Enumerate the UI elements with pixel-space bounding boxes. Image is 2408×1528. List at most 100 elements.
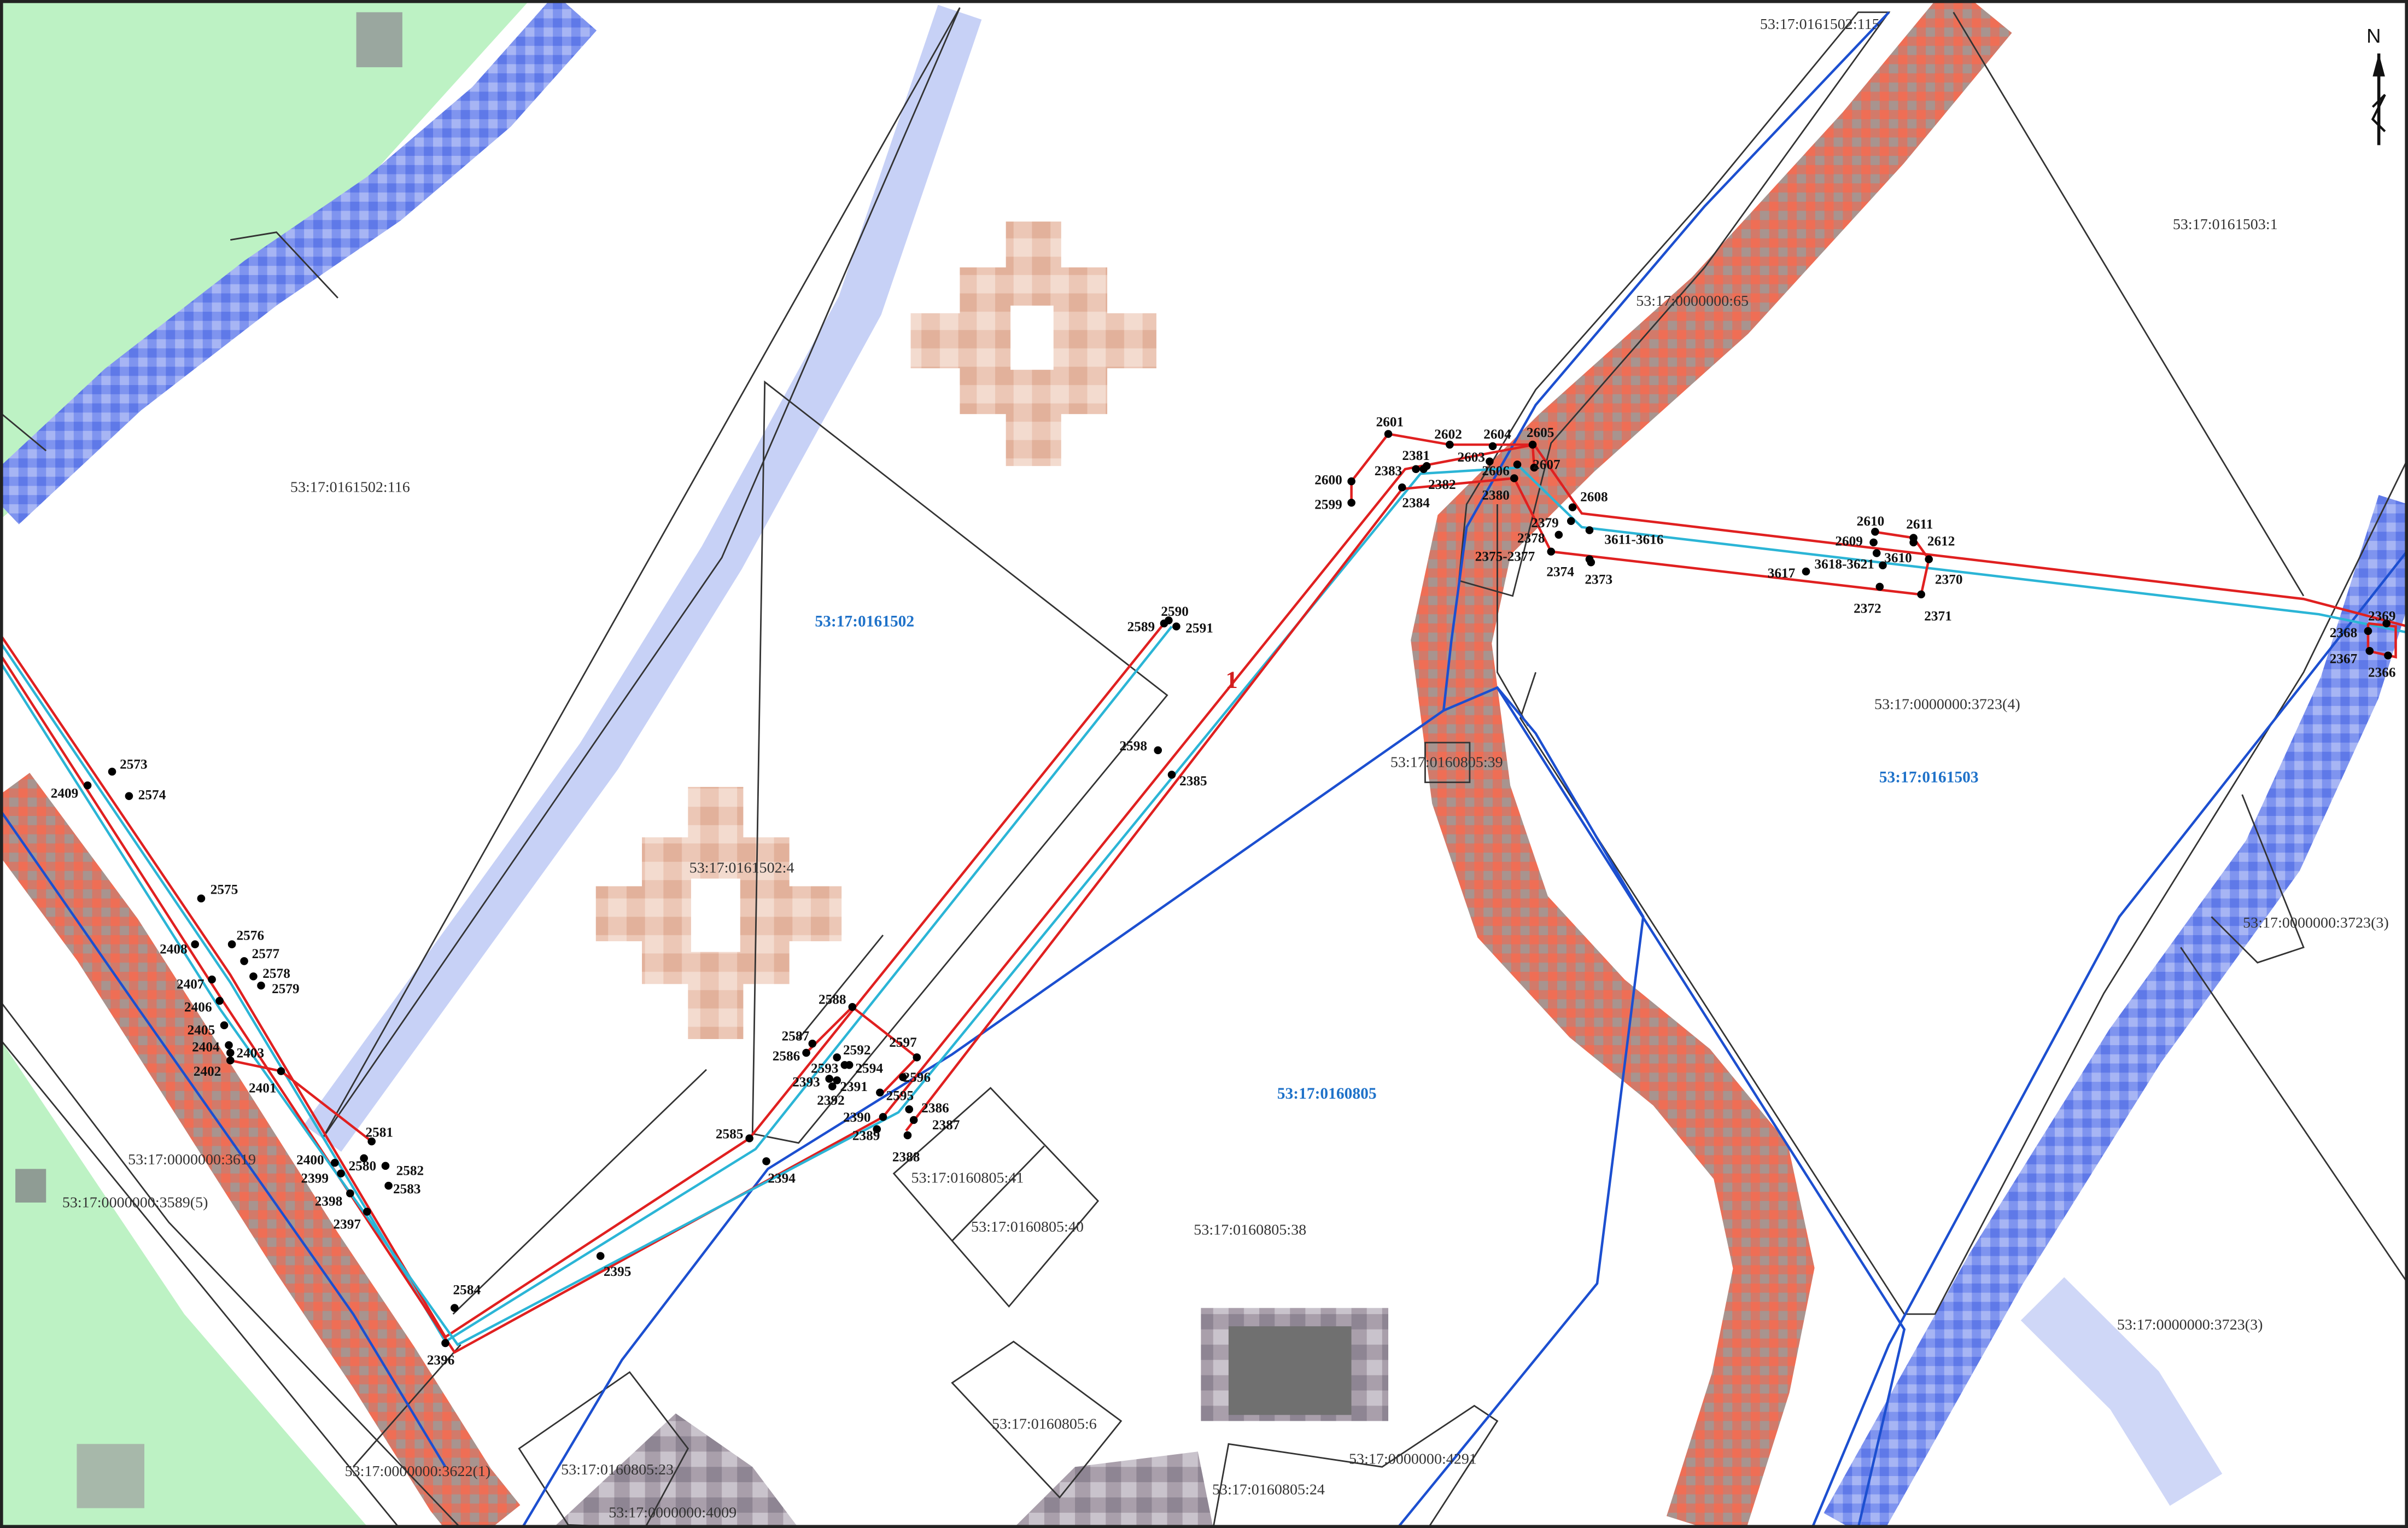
boundary-point-marker[interactable]: [346, 1189, 354, 1198]
boundary-point-marker[interactable]: [903, 1131, 912, 1140]
boundary-point-marker[interactable]: [1167, 771, 1176, 779]
boundary-point-marker[interactable]: [825, 1075, 833, 1083]
parcel-label[interactable]: 53:17:0161503:1: [2173, 216, 2278, 233]
boundary-point-marker[interactable]: [833, 1076, 841, 1084]
boundary-point-marker[interactable]: [215, 996, 224, 1005]
boundary-point-marker[interactable]: [367, 1137, 376, 1146]
quarter-label[interactable]: 53:17:0161502: [815, 613, 914, 631]
north-arrow[interactable]: N: [2366, 25, 2386, 145]
boundary-point-marker[interactable]: [125, 792, 133, 800]
parcel-label[interactable]: 53:17:0000000:3723(4): [1874, 696, 2020, 713]
boundary-point-marker[interactable]: [808, 1040, 817, 1048]
boundary-point-marker[interactable]: [1154, 746, 1162, 755]
boundary-point-marker[interactable]: [277, 1067, 285, 1075]
boundary-point-marker[interactable]: [833, 1053, 841, 1062]
boundary-point-marker[interactable]: [1446, 440, 1454, 449]
boundary-point-marker[interactable]: [1568, 503, 1577, 511]
boundary-point-marker[interactable]: [1488, 442, 1497, 451]
boundary-point-marker[interactable]: [909, 1116, 918, 1124]
boundary-point-marker[interactable]: [899, 1073, 907, 1082]
boundary-point-marker[interactable]: [1554, 530, 1563, 539]
boundary-point-marker[interactable]: [220, 1021, 229, 1030]
boundary-point-marker[interactable]: [1528, 440, 1537, 449]
parcel-label[interactable]: 53:17:0160805:41: [911, 1170, 1024, 1187]
boundary-point-marker[interactable]: [1869, 538, 1878, 547]
boundary-point-marker[interactable]: [226, 1056, 235, 1065]
boundary-point-marker[interactable]: [2382, 619, 2391, 628]
parcel-label[interactable]: 53:17:0161502:115: [1760, 16, 1880, 33]
boundary-point-marker[interactable]: [1879, 561, 1887, 570]
boundary-point-marker[interactable]: [845, 1061, 854, 1069]
boundary-point-marker[interactable]: [762, 1157, 770, 1165]
boundary-point-marker[interactable]: [1585, 526, 1594, 534]
boundary-point-marker[interactable]: [227, 940, 236, 948]
boundary-point-marker[interactable]: [1547, 547, 1556, 556]
boundary-point-marker[interactable]: [876, 1088, 884, 1097]
boundary-point-marker[interactable]: [197, 894, 206, 903]
boundary-point-marker[interactable]: [905, 1105, 914, 1113]
boundary-point-marker[interactable]: [2384, 651, 2392, 660]
boundary-point-marker[interactable]: [240, 957, 248, 965]
parcel-label[interactable]: 53:17:0000000:3619: [128, 1151, 256, 1168]
boundary-point-marker[interactable]: [1347, 477, 1355, 486]
parcel-label[interactable]: 53:17:0160805:23: [561, 1461, 674, 1478]
boundary-point-marker[interactable]: [441, 1339, 449, 1348]
boundary-point-marker[interactable]: [1871, 528, 1879, 536]
boundary-point-marker[interactable]: [1384, 430, 1393, 438]
parcel-label[interactable]: 53:17:0000000:3723(3): [2117, 1316, 2263, 1333]
boundary-point-marker[interactable]: [1875, 582, 1884, 591]
boundary-point-marker[interactable]: [108, 767, 116, 776]
parcel-label[interactable]: 53:17:0161502:116: [290, 479, 410, 496]
boundary-point-marker[interactable]: [2365, 646, 2374, 655]
boundary-point-marker[interactable]: [879, 1113, 887, 1121]
boundary-point-marker[interactable]: [226, 1048, 235, 1057]
boundary-point-marker[interactable]: [802, 1048, 810, 1057]
quarter-label[interactable]: 53:17:0160805: [1277, 1085, 1377, 1103]
boundary-point-marker[interactable]: [360, 1154, 368, 1163]
boundary-point-marker[interactable]: [873, 1125, 881, 1134]
parcel-label[interactable]: 53:17:0000000:4009: [609, 1504, 737, 1521]
boundary-point-marker[interactable]: [828, 1082, 837, 1090]
boundary-point-marker[interactable]: [1587, 558, 1595, 567]
boundary-point-marker[interactable]: [1486, 457, 1494, 466]
parcel-label[interactable]: 53:17:0000000:65: [1636, 293, 1749, 310]
boundary-point-marker[interactable]: [2364, 627, 2372, 635]
boundary-point-marker[interactable]: [381, 1162, 390, 1170]
quarter-label[interactable]: 53:17:0161503: [1879, 769, 1979, 786]
parcel-label[interactable]: 53:17:0160805:24: [1212, 1482, 1325, 1498]
parcel-label[interactable]: 53:17:0160805:40: [971, 1218, 1084, 1235]
boundary-point-marker[interactable]: [1160, 619, 1168, 628]
parcel-label[interactable]: 53:17:0160805:6: [992, 1415, 1097, 1432]
boundary-point-marker[interactable]: [1530, 463, 1539, 472]
boundary-point-marker[interactable]: [596, 1252, 605, 1260]
boundary-point-marker[interactable]: [208, 975, 216, 984]
boundary-point-marker[interactable]: [330, 1158, 339, 1167]
parcel-label[interactable]: 53:17:0160805:39: [1390, 754, 1503, 771]
boundary-point-marker[interactable]: [249, 972, 258, 981]
boundary-point-marker[interactable]: [913, 1053, 921, 1062]
boundary-point-marker[interactable]: [848, 1002, 857, 1011]
parcel-label[interactable]: 53:17:0000000:3723(3): [2243, 914, 2389, 931]
boundary-point-marker[interactable]: [1419, 465, 1428, 474]
boundary-point-marker[interactable]: [1513, 460, 1522, 469]
parcel-label[interactable]: 53:17:0160805:38: [1194, 1222, 1306, 1239]
boundary-point-marker[interactable]: [1872, 549, 1881, 557]
boundary-point-marker[interactable]: [191, 940, 200, 948]
boundary-point-marker[interactable]: [1172, 622, 1180, 631]
boundary-point-marker[interactable]: [363, 1208, 371, 1216]
parcel-label[interactable]: 53:17:0000000:3622(1): [345, 1463, 491, 1480]
boundary-point-marker[interactable]: [1347, 498, 1355, 507]
boundary-point-marker[interactable]: [83, 781, 92, 790]
boundary-point-marker[interactable]: [257, 981, 265, 990]
boundary-point-marker[interactable]: [384, 1181, 393, 1190]
parcel-label[interactable]: 53:17:0000000:3589(5): [62, 1194, 208, 1211]
boundary-point-marker[interactable]: [1802, 567, 1810, 576]
parcel-label[interactable]: 53:17:0000000:4291: [1349, 1451, 1477, 1468]
boundary-point-marker[interactable]: [1510, 474, 1518, 482]
boundary-point-marker[interactable]: [1567, 517, 1575, 526]
boundary-point-marker[interactable]: [1909, 538, 1918, 547]
boundary-point-marker[interactable]: [745, 1134, 753, 1142]
boundary-point-marker[interactable]: [1412, 465, 1420, 474]
boundary-point-marker[interactable]: [1917, 590, 1925, 599]
parcel-label[interactable]: 53:17:0161502:4: [689, 859, 794, 876]
